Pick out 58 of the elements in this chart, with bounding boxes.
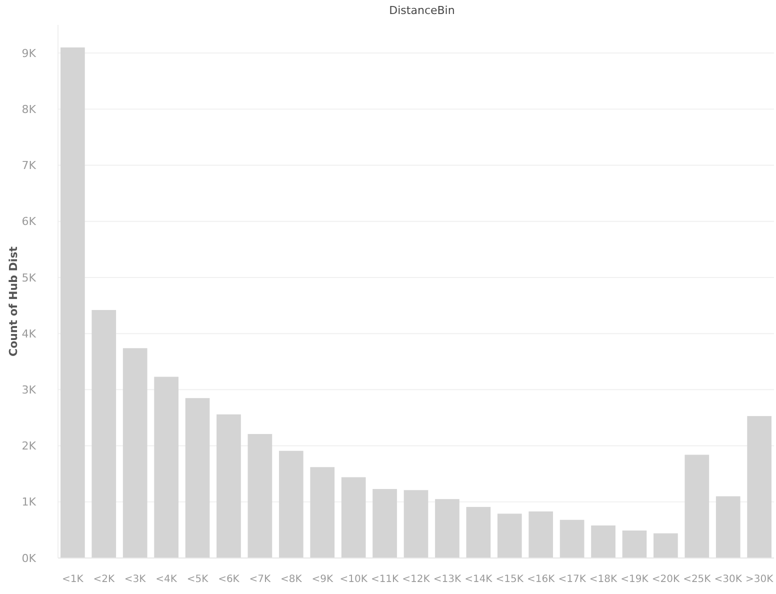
- y-axis-title: Count of Hub Dist: [7, 246, 20, 356]
- y-tick-label: 8K: [22, 103, 37, 116]
- x-tick-label: <30K: [714, 574, 742, 585]
- bar: [372, 488, 397, 558]
- y-tick-label: 2K: [22, 440, 37, 453]
- x-tick-label: <18K: [589, 574, 618, 585]
- bar: [341, 477, 366, 558]
- bar: [216, 414, 241, 558]
- bar: [278, 450, 304, 558]
- bar: [466, 506, 491, 558]
- bar: [154, 376, 178, 558]
- bar: [747, 416, 772, 558]
- x-tick-label: <3K: [124, 574, 146, 585]
- x-tick-label: <17K: [558, 574, 586, 585]
- x-tick-label: <5K: [186, 574, 209, 585]
- chart-title: DistanceBin: [389, 4, 455, 17]
- bar: [122, 348, 148, 558]
- x-tick-label: <2K: [93, 574, 115, 585]
- y-tick-label: 7K: [22, 159, 37, 172]
- x-tick-label: <4K: [156, 574, 178, 585]
- y-tick-label: 3K: [22, 384, 37, 397]
- x-tick-label: <13K: [433, 574, 462, 585]
- bar: [528, 511, 554, 558]
- y-tick-label: 1K: [22, 496, 37, 509]
- x-tick-label: <16K: [527, 574, 556, 585]
- x-tick-label: <10K: [340, 574, 368, 585]
- bar: [716, 496, 740, 558]
- y-tick-label: 6K: [22, 215, 37, 228]
- bar: [654, 533, 678, 558]
- bar: [435, 499, 460, 558]
- x-tick-label: <7K: [249, 574, 272, 585]
- y-tick-label: 4K: [22, 327, 37, 340]
- x-tick-label: <12K: [402, 574, 430, 585]
- x-tick-label: <6K: [218, 574, 240, 585]
- x-tick-label: <1K: [62, 574, 84, 585]
- y-tick-label: 0K: [22, 552, 37, 565]
- bar: [92, 310, 116, 558]
- x-tick-label: <8K: [280, 574, 302, 585]
- x-tick-label: >30K: [745, 574, 774, 585]
- bar: [591, 525, 616, 558]
- bar: [404, 490, 428, 558]
- x-tick-label: <15K: [496, 574, 524, 585]
- bar: [497, 514, 522, 558]
- bar: [60, 47, 85, 558]
- x-tick-label: <14K: [464, 574, 493, 585]
- y-tick-label: 5K: [22, 271, 37, 284]
- bar: [248, 434, 272, 558]
- x-tick-label: <20K: [652, 574, 680, 585]
- x-tick-label: <11K: [370, 574, 400, 585]
- y-tick-label: 9K: [22, 46, 37, 60]
- bar: [185, 398, 210, 558]
- bar: [310, 467, 335, 558]
- bar: [684, 454, 710, 558]
- x-tick-label: <25K: [683, 574, 712, 585]
- x-tick-label: <9K: [312, 574, 334, 585]
- bar: [622, 530, 647, 558]
- x-tick-label: <19K: [620, 574, 649, 585]
- bar: [560, 520, 584, 558]
